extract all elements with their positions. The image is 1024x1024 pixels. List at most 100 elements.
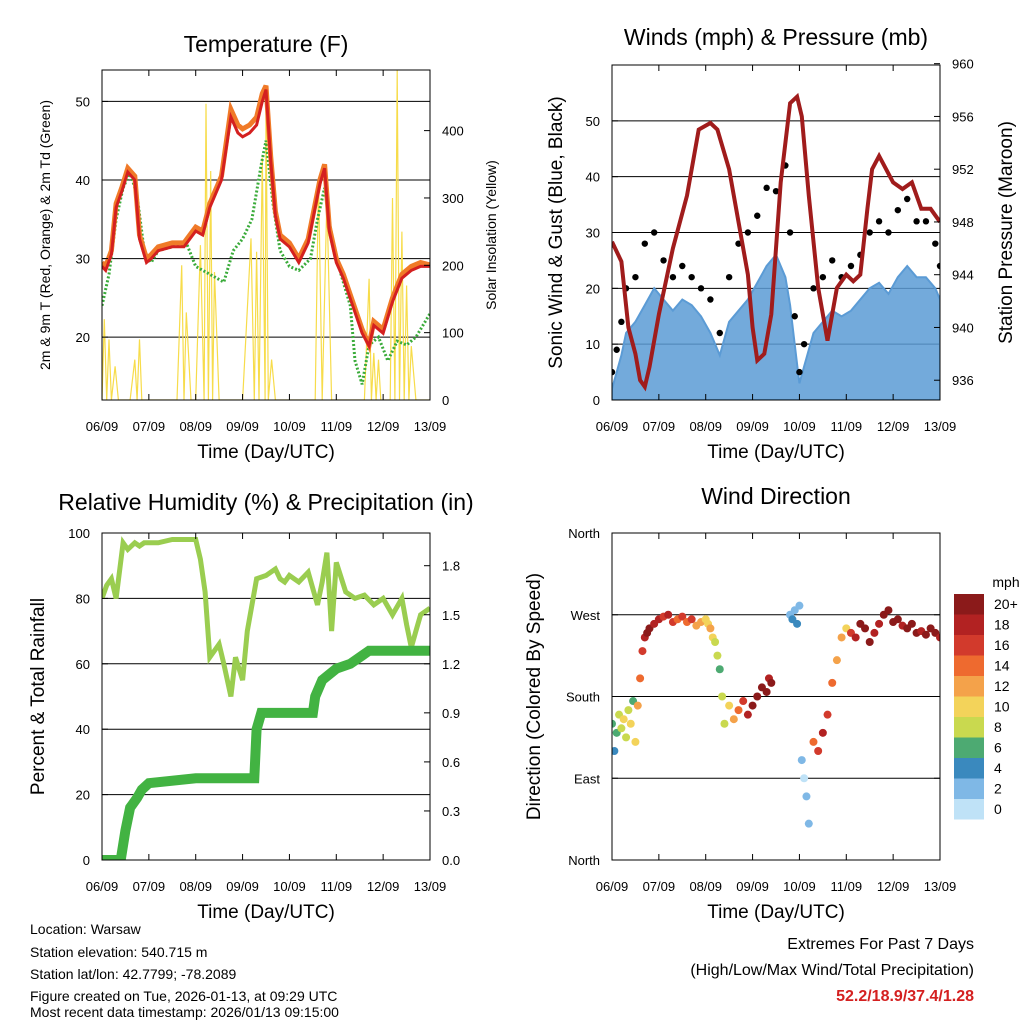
series-station-pressure (612, 92, 940, 392)
legend-label: 14 (994, 658, 1010, 674)
direction-point (762, 687, 771, 696)
gust-point (819, 273, 827, 281)
direction-point (837, 633, 846, 642)
gust-point (754, 212, 761, 219)
chart-title: Wind Direction (701, 483, 851, 509)
x-tick-label: 09/09 (736, 879, 769, 894)
y-tick-label: 40 (76, 173, 90, 188)
direction-point (767, 678, 776, 687)
gust-point (613, 346, 620, 353)
x-axis-label: Time (Day/UTC) (707, 902, 845, 923)
chart-title: Temperature (F) (184, 31, 349, 57)
x-tick-label: 12/09 (877, 879, 910, 894)
y-tick-label: West (571, 608, 601, 623)
y-tick-label: 100 (68, 526, 90, 541)
y2-tick-label: 944 (952, 268, 974, 283)
gust-point (679, 262, 686, 270)
info-location: Location: Warsaw (30, 921, 141, 937)
y2-tick-label: 948 (952, 215, 974, 230)
x-tick-label: 07/09 (643, 879, 676, 894)
direction-point (715, 665, 724, 674)
y2-tick-label: 400 (442, 124, 464, 139)
direction-point (619, 715, 628, 724)
x-tick-label: 13/09 (924, 419, 957, 434)
y-tick-label: 20 (76, 788, 90, 803)
y-tick-label: 50 (76, 94, 90, 109)
x-tick-label: 12/09 (367, 419, 400, 434)
legend-label: 10 (994, 699, 1010, 715)
direction-point (739, 697, 748, 706)
gust-point (936, 262, 940, 270)
y-tick-label: 30 (586, 226, 600, 241)
y-tick-label: 0 (83, 853, 90, 868)
direction-point (718, 692, 727, 701)
x-tick-label: 08/09 (179, 419, 212, 434)
direction-point (633, 701, 642, 710)
y-tick-label: North (568, 526, 600, 541)
direction-point (711, 638, 720, 646)
direction-point (814, 747, 823, 755)
gust-point (688, 273, 695, 281)
direction-point (870, 628, 879, 637)
x-tick-label: 06/09 (596, 419, 629, 434)
direction-point (793, 619, 802, 628)
plot-area (102, 536, 430, 860)
y2-tick-label: 0.6 (442, 755, 460, 770)
legend-label: 8 (994, 719, 1002, 735)
direction-point (729, 715, 738, 724)
plot-area (612, 601, 940, 828)
x-axis-label: Time (Day/UTC) (197, 442, 335, 463)
gust-point (922, 218, 930, 225)
direction-point (678, 612, 687, 621)
gust-point (875, 218, 883, 225)
y2-tick-label: 200 (442, 258, 464, 273)
direction-point (743, 710, 752, 719)
plot-frame (101, 69, 431, 401)
x-tick-label: 08/09 (689, 419, 722, 434)
y2-tick-label: 100 (442, 326, 464, 341)
direction-point (828, 678, 837, 687)
y2-tick-label: 1.5 (442, 608, 460, 623)
x-tick-label: 13/09 (414, 879, 447, 894)
info-created: Figure created on Tue, 2026-01-13, at 09… (30, 988, 338, 1004)
info-latlon: Station lat/lon: 42.7799; -78.2089 (30, 966, 237, 982)
direction-point (875, 619, 884, 628)
direction-point (713, 651, 722, 660)
series-total-precipitation (102, 645, 430, 860)
legend-swatch (954, 737, 984, 758)
x-tick-label: 12/09 (367, 879, 400, 894)
x-tick-label: 07/09 (133, 419, 166, 434)
y2-tick-label: 952 (952, 162, 974, 177)
series-solar-insolation (102, 70, 430, 400)
gust-point (885, 229, 892, 236)
direction-point (734, 706, 743, 715)
legend-label: 2 (994, 781, 1002, 797)
direction-point (612, 719, 616, 728)
direction-point (809, 737, 818, 746)
plot-frame (101, 532, 431, 861)
x-tick-label: 09/09 (736, 419, 769, 434)
chart-title: Winds (mph) & Pressure (mb) (624, 24, 928, 50)
legend-swatch (954, 676, 984, 697)
gust-point (894, 206, 902, 214)
x-tick-label: 08/09 (179, 879, 212, 894)
direction-point (725, 701, 734, 710)
series-2m-t (102, 89, 430, 350)
y2-tick-label: 0.0 (442, 853, 460, 868)
y2-tick-label: 0 (442, 393, 449, 408)
y-tick-label: 20 (586, 281, 600, 296)
gust-point (829, 257, 836, 264)
direction-point (851, 633, 860, 642)
plot-area (102, 70, 430, 400)
gust-point (763, 184, 770, 192)
direction-point (631, 737, 640, 746)
direction-point (624, 706, 633, 715)
gust-point (660, 257, 667, 264)
direction-point (907, 619, 916, 628)
y2-tick-label: 936 (952, 373, 974, 388)
x-tick-label: 10/09 (273, 419, 306, 434)
extremes-title: Extremes For Past 7 Days (787, 936, 974, 953)
x-tick-label: 12/09 (877, 419, 910, 434)
gust-point (632, 273, 639, 281)
legend-label: 20+ (994, 596, 1018, 612)
